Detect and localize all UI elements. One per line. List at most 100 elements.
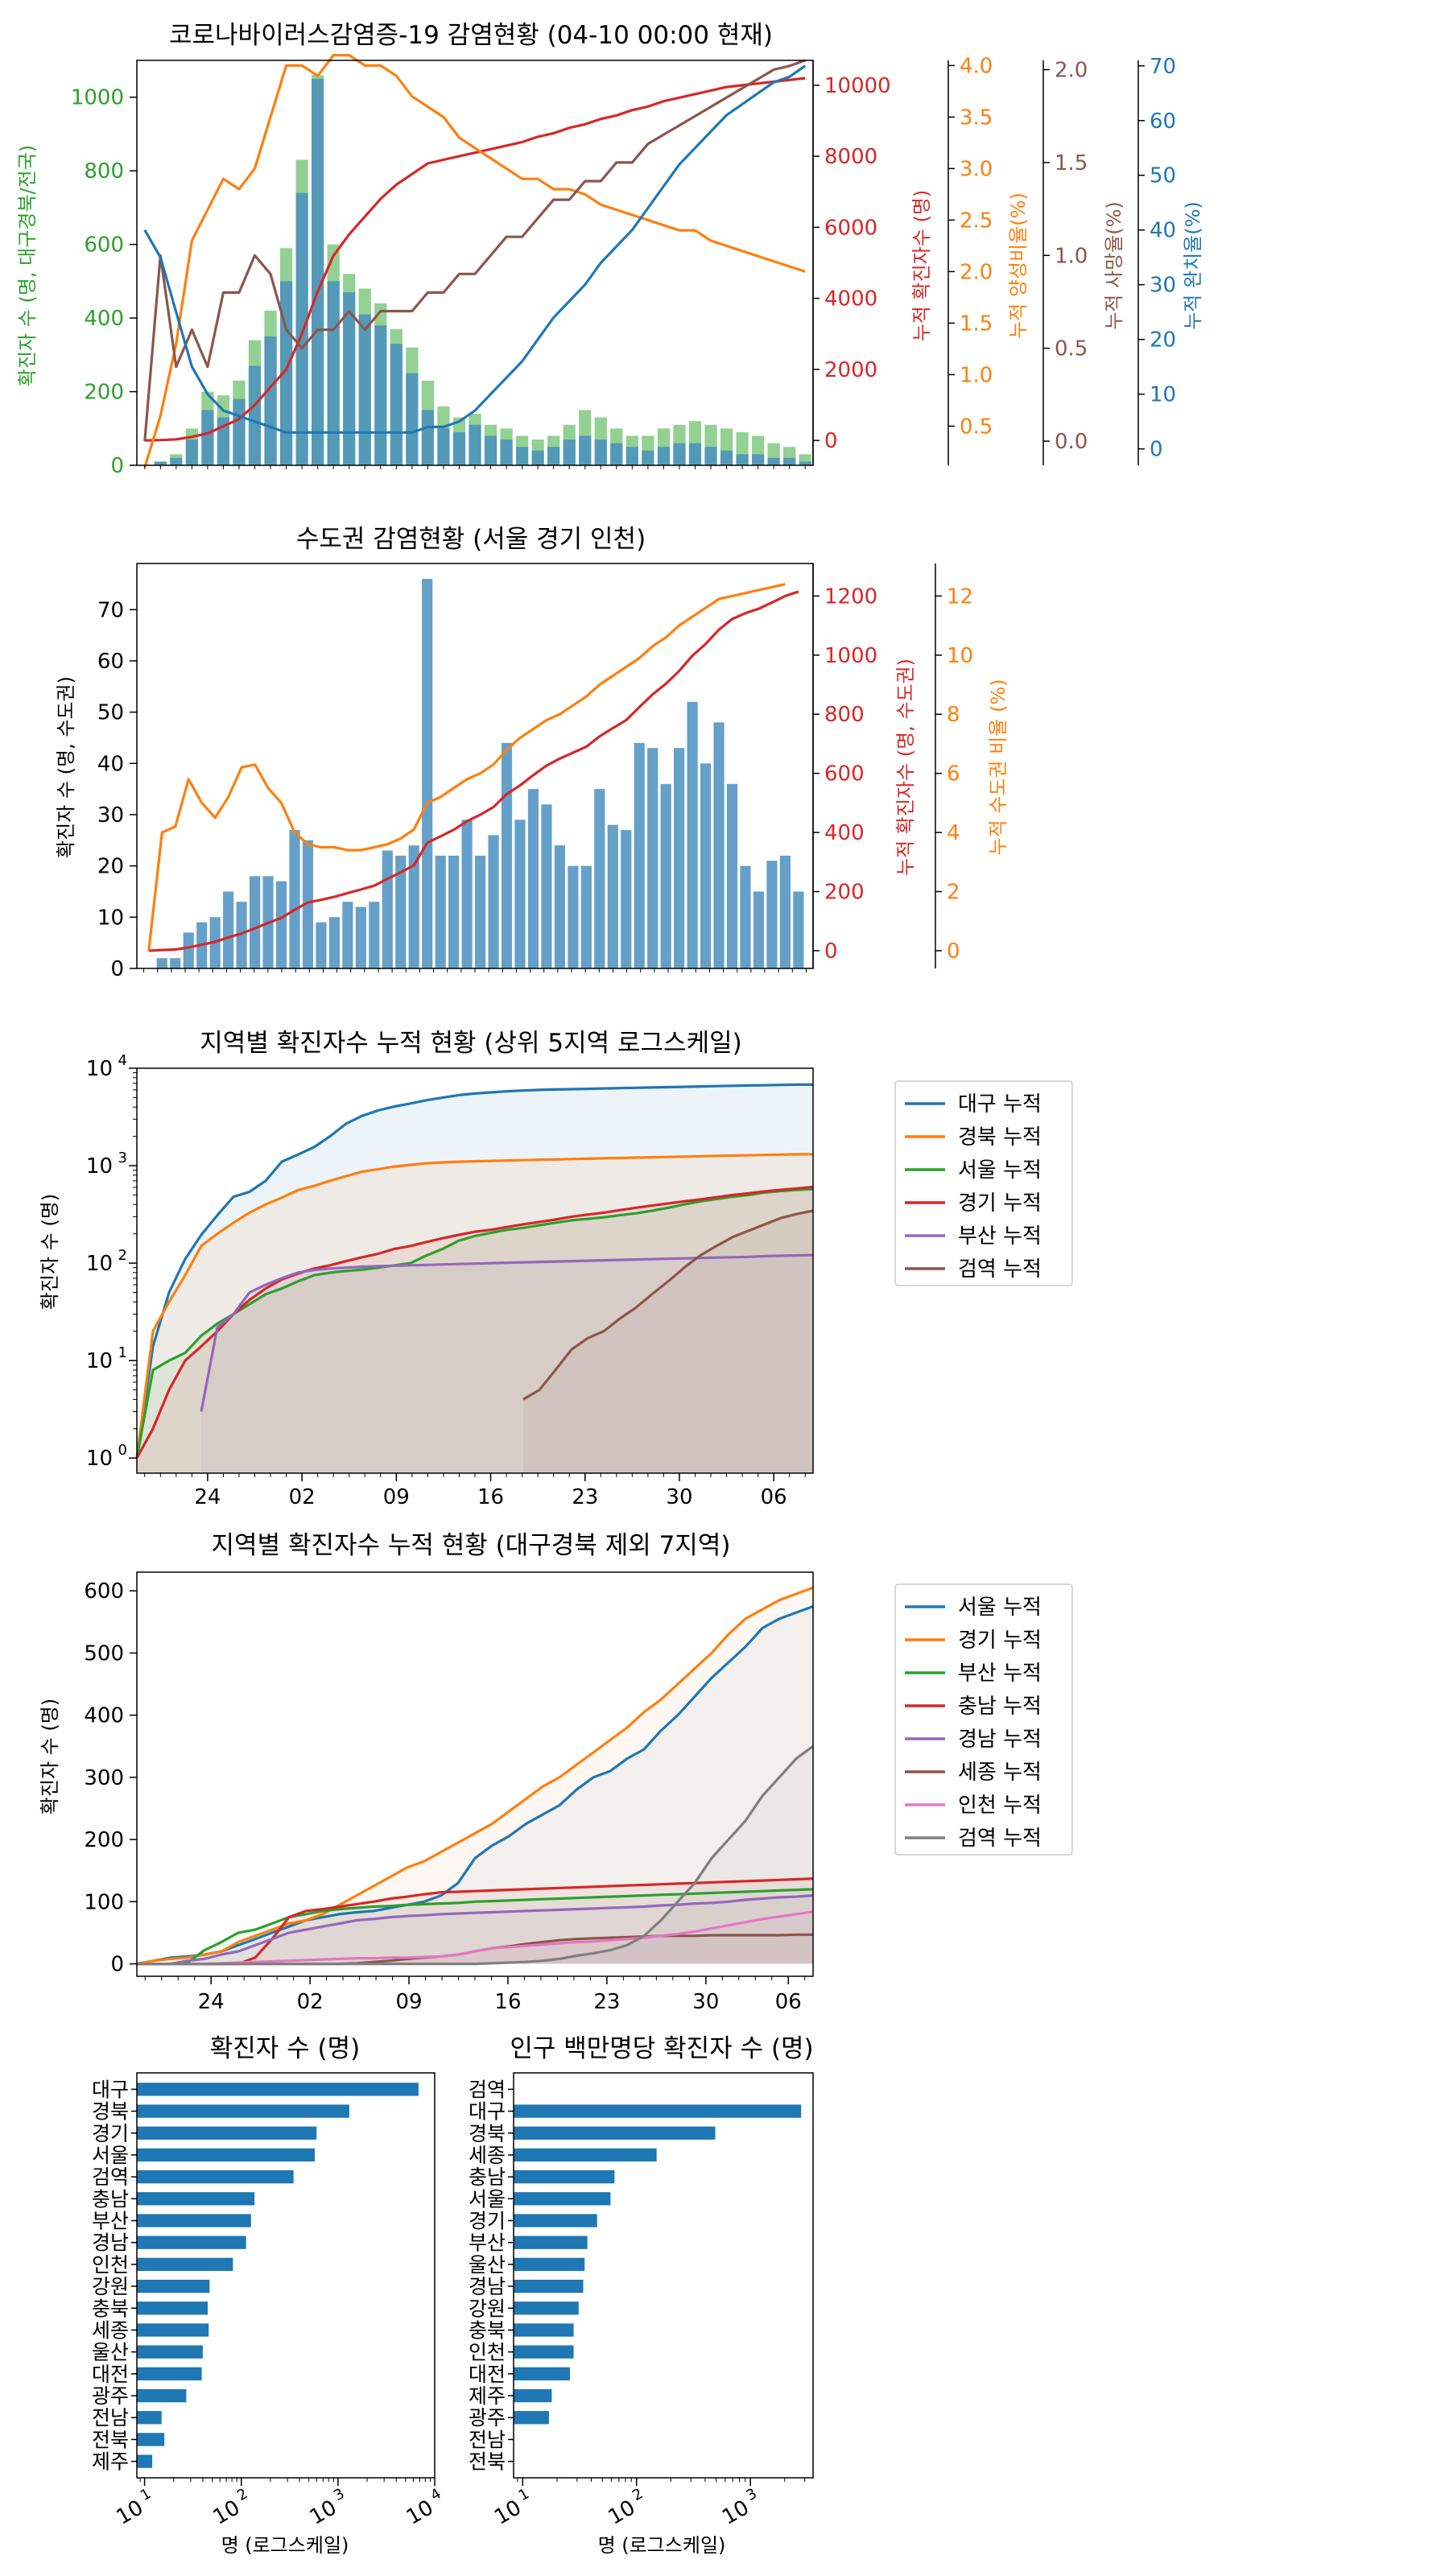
chart3-ytick-label: 10 [86, 1057, 113, 1081]
chart2-ytick-label: 20 [97, 855, 124, 879]
chart3-title: 지역별 확진자수 누적 현황 (상위 5지역 로그스케일) [200, 1029, 741, 1058]
chart5-bar [137, 2279, 210, 2293]
daegu-gyeongbuk-daily-bar [547, 447, 560, 465]
chart1-axis-recovery-rate-tick-label: 50 [1150, 164, 1176, 188]
chart1-axis-positive-rate-tick-label: 2.0 [960, 260, 993, 284]
chart1-axis-cum-cases-tick-label: 6000 [824, 216, 877, 240]
chart4-x-tick-label: 06 [775, 1990, 802, 2014]
chart5-bar [137, 2411, 162, 2425]
chart5-category-label: 세종 [92, 2318, 129, 2342]
chart5-category-label: 충남 [92, 2187, 129, 2211]
chart1-axis-fatality-rate-tick-label: 0.5 [1055, 337, 1088, 361]
capital-daily-bar [488, 835, 499, 968]
chart3-x-tick-label: 06 [761, 1485, 787, 1509]
chart5-category-label: 대전 [92, 2363, 129, 2386]
region7-area-fill [137, 1606, 813, 1964]
chart6-bar [514, 2388, 552, 2403]
capital-daily-bar [580, 865, 592, 968]
chart3-legend-label: 부산 누적 [958, 1224, 1042, 1249]
region7-cumulative-line [136, 1604, 814, 1966]
chart1-plot-area: 0200400600800100002000400060008000100000… [71, 54, 1176, 478]
chart2-plot-area: 0 10 20 30 40 50 60 70 0 200 400 600 800 1000 1200 0 2 4 6… [97, 563, 973, 981]
chart1-axis-positive-rate-tick-label: 4.0 [960, 54, 993, 78]
chart-national-status: 코로나바이러스감염증-19 감염현황 (04-10 00:00 현재) 확진자 … [16, 21, 1204, 478]
capital-daily-bar [634, 742, 645, 968]
chart6-category-label: 경북 [469, 2122, 506, 2145]
chart6-bar [514, 2301, 579, 2315]
chart6-category-label: 대구 [469, 2100, 506, 2124]
capital-daily-bar [766, 861, 778, 968]
chart6-bar [514, 2411, 549, 2425]
region-cumulative-line [135, 1185, 814, 1459]
chart2-ytick-label: 0 [110, 957, 124, 981]
daegu-gyeongbuk-daily-bar [312, 78, 324, 465]
chart2-ylabel: 확진자 수 (명, 수도권) [55, 676, 77, 858]
daegu-gyeongbuk-daily-bar [343, 292, 356, 465]
chart1-axis-cum-cases-tick-label: 2000 [824, 358, 877, 382]
chart2-axis-cum-cases-tick-label: 600 [824, 762, 865, 786]
capital-daily-bar [223, 891, 234, 968]
chart5-bar [137, 2367, 202, 2381]
capital-daily-bar [568, 865, 579, 968]
chart6-bar [514, 2323, 574, 2337]
chart4-legend-label: 부산 누적 [958, 1662, 1042, 1686]
daegu-gyeongbuk-daily-bar [484, 436, 497, 465]
daegu-gyeongbuk-daily-bar [799, 461, 811, 465]
chart6-category-label: 광주 [469, 2406, 506, 2429]
chart2-axis-capital-ratio-tick-label: 2 [947, 881, 960, 905]
chart-capital-area-status: 수도권 감염현황 (서울 경기 인천) 확진자 수 (명, 수도권) 누적 확진… [55, 525, 1009, 981]
chart2-axis-capital-ratio-tick-label: 12 [947, 584, 973, 609]
region-area-fill [201, 1255, 813, 1473]
daegu-gyeongbuk-daily-bar [642, 450, 654, 465]
chart3-ytick-label: 10 [86, 1252, 113, 1276]
capital-daily-bar [793, 891, 804, 968]
capital-daily-bar [355, 906, 366, 968]
chart6-category-label: 전남 [469, 2428, 506, 2451]
chart4-legend-label: 검역 누적 [958, 1827, 1042, 1851]
region-cumulative-line [135, 1083, 814, 1459]
daegu-gyeongbuk-daily-bar [233, 398, 246, 465]
chart2-axis-capital-ratio-tick-label: 10 [947, 644, 973, 668]
chart1-ytick-label: 400 [84, 307, 124, 331]
region-cumulative-line [522, 1209, 814, 1401]
capital-daily-bar [435, 855, 446, 968]
chart6-bar [514, 2104, 802, 2118]
capital-daily-bar [621, 830, 632, 968]
chart1-ytick-label: 200 [84, 381, 124, 405]
chart6-category-label: 충북 [469, 2318, 506, 2342]
chart5-bar [137, 2388, 187, 2403]
capital-daily-bar [594, 789, 605, 968]
chart5-bar [137, 2235, 246, 2249]
chart4-x-tick-label: 16 [494, 1990, 521, 2014]
capital-daily-bar [607, 824, 618, 968]
daegu-gyeongbuk-daily-bar [358, 314, 371, 465]
capital-daily-bar [779, 855, 791, 968]
chart-cases-by-region: 확진자 수 (명) 명 (로그스케일) 대구경북경기서울검역충남부산경남인천강원… [92, 2034, 444, 2557]
chart6-bar [514, 2214, 597, 2227]
chart5-bar [137, 2104, 349, 2118]
capital-daily-bar [395, 855, 407, 968]
chart3-legend-label: 경북 누적 [958, 1125, 1042, 1150]
chart1-axis-cum-cases-label: 누적 확진자수 (명) [910, 190, 933, 342]
region7-area-fill [137, 1746, 813, 1964]
capital-daily-bar [501, 742, 513, 968]
chart5-category-label: 경기 [92, 2122, 129, 2145]
chart4-legend-label: 경남 누적 [958, 1728, 1042, 1752]
capital-daily-bar [713, 722, 724, 968]
chart2-axis-cum-cases-tick-label: 1000 [824, 644, 877, 668]
chart3-ytick-exponent: 1 [118, 1344, 127, 1361]
chart4-legend-label: 경기 누적 [958, 1629, 1042, 1653]
capital-daily-bar [700, 763, 712, 968]
chart2-ytick-label: 10 [97, 906, 124, 930]
chart3-ytick-exponent: 4 [118, 1052, 127, 1069]
capital-daily-bar [674, 748, 685, 968]
region-cumulative-line [135, 1153, 813, 1459]
chart4-ytick-label: 200 [84, 1828, 124, 1852]
chart-cases-per-million: 인구 백만명당 확진자 수 (명) 명 (로그스케일) 검역대구경북세종충남서울… [469, 2034, 814, 2557]
capital-daily-bar [382, 850, 393, 968]
chart5-category-label: 경북 [92, 2100, 129, 2124]
region7-area-fill [137, 1911, 813, 1964]
capital-daily-bar [740, 865, 751, 968]
chart3-ytick-label: 10 [86, 1349, 113, 1373]
capital-daily-bar [660, 783, 671, 968]
